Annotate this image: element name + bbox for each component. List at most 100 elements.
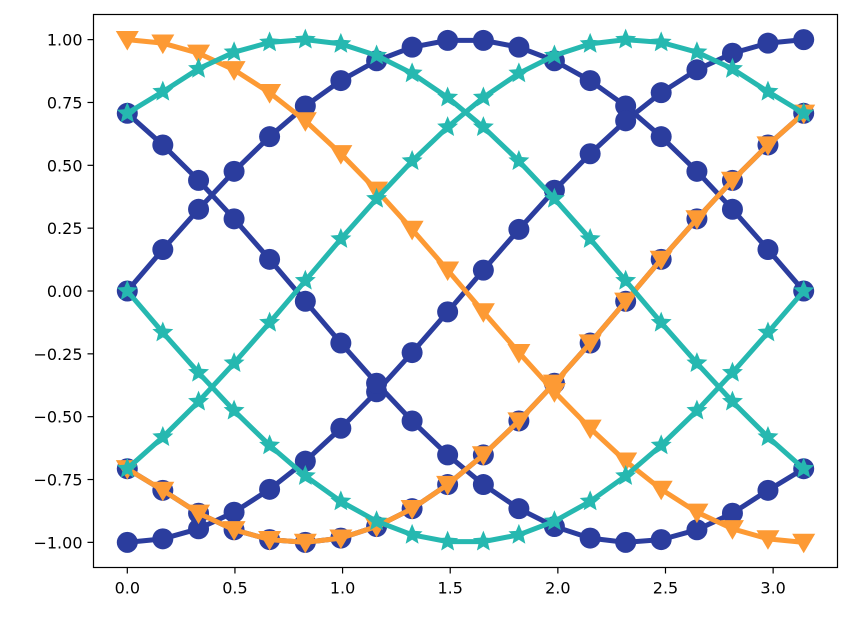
series-5-point (471, 303, 495, 323)
series-6-point (542, 374, 566, 395)
series-8 (116, 28, 815, 478)
series-1-point (188, 198, 210, 220)
series-8-point (188, 390, 210, 411)
plot-area (115, 28, 816, 554)
x-axis: 0.0 0.5 1.0 1.5 2.0 2.5 3.0 (115, 567, 786, 598)
y-tick-label: 0.50 (47, 156, 83, 175)
y-tick-label: −0.50 (33, 408, 82, 427)
y-tick-label: −0.25 (33, 345, 82, 364)
series-6-point (614, 292, 638, 313)
series-3-point (152, 134, 174, 156)
series-2-point (116, 531, 138, 553)
series-2-point (330, 417, 352, 439)
series-8-point (223, 352, 245, 373)
series-7-point (116, 102, 138, 123)
series-1-point (437, 29, 459, 51)
series-2-point (188, 518, 210, 540)
y-tick-label: 0.00 (47, 282, 83, 301)
series-2-point (686, 59, 708, 81)
series-9-point (508, 523, 530, 544)
series-5-point (187, 44, 211, 65)
series-2-point (757, 32, 779, 54)
series-9-point (366, 510, 388, 531)
series-5-point (685, 503, 709, 524)
series-8-point (721, 57, 743, 78)
series-5-point (329, 145, 353, 165)
series-9-line (124, 288, 807, 545)
series-6-point (578, 334, 602, 354)
series-5-point (151, 34, 175, 55)
series-3-point (508, 498, 530, 520)
series-6-point (258, 530, 282, 551)
series-3-point (188, 169, 210, 191)
series-7-point (579, 227, 601, 248)
series-2-point (401, 342, 423, 364)
series-6-point (471, 446, 495, 466)
series-3-point (757, 479, 779, 501)
series-9-point (686, 399, 708, 420)
series-9-point (650, 434, 672, 455)
x-tick-label: 2.5 (653, 579, 678, 598)
series-6-point (685, 210, 709, 230)
series-7-point (223, 41, 245, 62)
series-8-point (366, 187, 388, 208)
series-1-point (650, 126, 672, 148)
series-8-point (294, 269, 316, 290)
series-8-point (686, 41, 708, 62)
series-5-point (614, 452, 638, 473)
series-5-point (756, 530, 780, 550)
series-3-point (650, 529, 672, 551)
series-8-point (437, 116, 459, 137)
series-1-point (472, 29, 494, 51)
series-9-point (294, 465, 316, 485)
series-5-point (115, 31, 139, 51)
series-6-point (649, 250, 673, 271)
series-2-point (152, 528, 174, 550)
series-1-point (223, 160, 245, 182)
series-1-point (152, 239, 174, 261)
series-1-point (579, 70, 601, 92)
series-5-point (400, 220, 424, 241)
series-1-point (508, 36, 530, 58)
series-8-point (259, 311, 281, 332)
series-1-point (401, 36, 423, 58)
series-3-point (259, 248, 281, 270)
x-tick-label: 3.0 (760, 579, 785, 598)
series-6-point (187, 504, 211, 525)
series-7-point (366, 44, 388, 65)
series-8-point (401, 150, 423, 170)
series-7-point (650, 311, 672, 332)
series-3-point (472, 474, 494, 496)
series-3-point (294, 290, 316, 312)
series-9-point (152, 321, 174, 342)
x-tick-label: 1.0 (330, 579, 355, 598)
series-7-point (508, 150, 530, 170)
series-7-point (543, 187, 565, 208)
series-3-point (401, 410, 423, 432)
series-7-point (259, 31, 281, 52)
series-5-point (720, 520, 744, 540)
series-6-line (124, 110, 807, 545)
series-7-point (188, 57, 210, 78)
series-7-point (757, 426, 779, 446)
y-tick-label: 0.25 (47, 219, 83, 238)
series-1-point (330, 70, 352, 92)
series-7-point (294, 28, 316, 49)
series-2-point (650, 82, 672, 104)
series-9 (116, 280, 815, 551)
series-7-point (793, 457, 815, 478)
series-8-point (116, 457, 138, 478)
x-tick-label: 0.0 (115, 579, 140, 598)
series-2-point (437, 301, 459, 323)
y-tick-label: −1.00 (33, 533, 82, 552)
y-tick-label: −0.75 (33, 471, 82, 490)
series-6-point (222, 521, 246, 541)
series-7-point (401, 62, 423, 83)
series-6-point (720, 171, 744, 192)
series-3-point (366, 372, 388, 394)
series-9-point (472, 530, 494, 551)
y-tick-label: 0.75 (47, 93, 83, 112)
series-9-point (188, 361, 210, 382)
series-8-point (543, 44, 565, 65)
